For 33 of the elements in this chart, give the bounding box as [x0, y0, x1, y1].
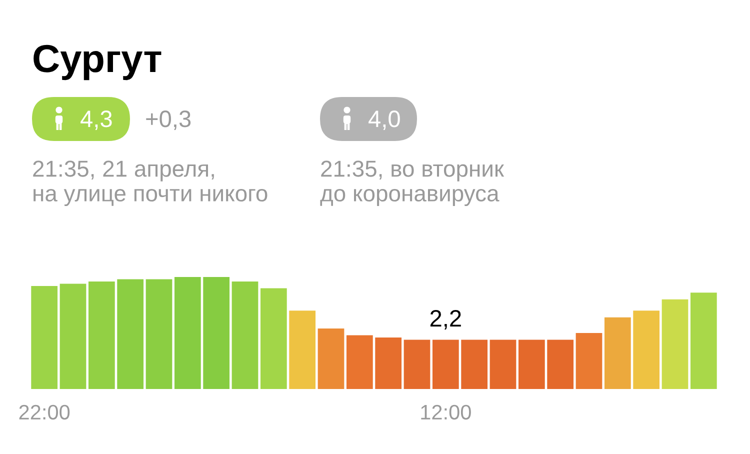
bar — [662, 299, 688, 389]
bar — [31, 286, 58, 389]
bar — [576, 333, 602, 389]
bar — [604, 317, 631, 389]
x-tick-label: 12:00 — [421, 404, 471, 420]
text: +0,3 — [146, 110, 191, 130]
bar — [375, 337, 402, 389]
bar — [117, 279, 144, 389]
bar — [232, 281, 258, 389]
bar — [404, 340, 430, 389]
bar — [60, 284, 86, 389]
data-label: 2,2 — [430, 310, 461, 330]
text: 21:35, во вторник до коронавируса — [320, 160, 504, 206]
bar — [490, 340, 516, 389]
text: 21:35, 21 апреля, на улице почти никого — [33, 160, 268, 206]
bar — [174, 277, 201, 389]
bar — [146, 279, 172, 389]
x-tick-label: 22:00 — [19, 404, 70, 420]
bar — [547, 340, 574, 389]
bar — [346, 335, 373, 389]
bar — [432, 340, 459, 389]
text: 4,3 — [80, 110, 112, 130]
text: 4,0 — [368, 110, 400, 130]
bar — [461, 340, 488, 389]
bar — [260, 288, 287, 389]
bar — [690, 292, 717, 389]
chart-title: Сургут — [34, 44, 162, 80]
bar — [203, 277, 230, 389]
bar — [518, 340, 545, 389]
bar — [318, 328, 344, 389]
bar — [289, 310, 316, 389]
bar — [633, 310, 660, 389]
bar — [88, 281, 115, 389]
